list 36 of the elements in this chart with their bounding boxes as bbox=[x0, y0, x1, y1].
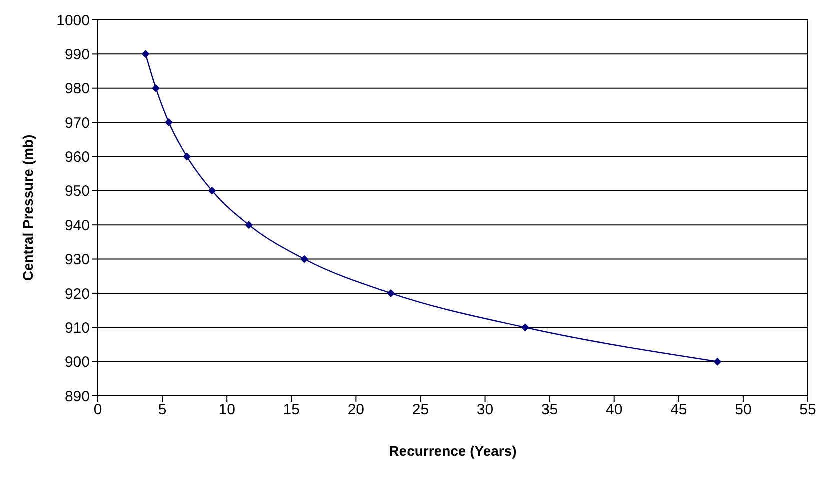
point bbox=[245, 221, 254, 230]
y-axis-title: Central Pressure (mb) bbox=[20, 134, 36, 282]
point bbox=[142, 50, 150, 58]
point bbox=[387, 289, 396, 298]
x-tick-label: 35 bbox=[541, 402, 558, 419]
x-tick-label: 20 bbox=[348, 402, 365, 419]
y-tick-label: 920 bbox=[64, 286, 90, 303]
x-tick-label: 55 bbox=[800, 402, 816, 419]
y-tick-label: 940 bbox=[64, 217, 90, 234]
point bbox=[300, 255, 309, 264]
point bbox=[208, 186, 216, 195]
y-tick-label: 960 bbox=[64, 149, 90, 166]
y-tick-label: 890 bbox=[64, 388, 90, 406]
x-tick-label: 0 bbox=[94, 402, 102, 419]
y-tick-label: 950 bbox=[64, 183, 90, 200]
x-tick-label: 45 bbox=[670, 402, 688, 419]
point bbox=[152, 84, 160, 92]
y-tick-label: 910 bbox=[64, 320, 90, 337]
y-tick-label: 930 bbox=[64, 252, 90, 269]
point bbox=[183, 152, 192, 161]
y-tick-label: 970 bbox=[64, 114, 90, 132]
y-tick-label: 1000 bbox=[56, 12, 90, 30]
x-tick-label: 15 bbox=[283, 402, 300, 419]
x-tick-label: 30 bbox=[476, 402, 494, 419]
x-tick-label: 10 bbox=[218, 402, 236, 419]
x-tick-label: 25 bbox=[412, 402, 430, 419]
y-tick-label: 900 bbox=[64, 354, 90, 372]
point bbox=[165, 118, 173, 127]
x-axis-title: Recurrence (Years) bbox=[389, 443, 517, 459]
y-tick-label: 980 bbox=[64, 80, 90, 98]
x-tick-label: 5 bbox=[158, 402, 167, 419]
point bbox=[521, 324, 530, 332]
x-tick-label: 40 bbox=[606, 402, 623, 419]
point bbox=[714, 358, 722, 366]
y-tick-label: 990 bbox=[64, 46, 90, 64]
x-tick-label: 50 bbox=[735, 402, 752, 419]
